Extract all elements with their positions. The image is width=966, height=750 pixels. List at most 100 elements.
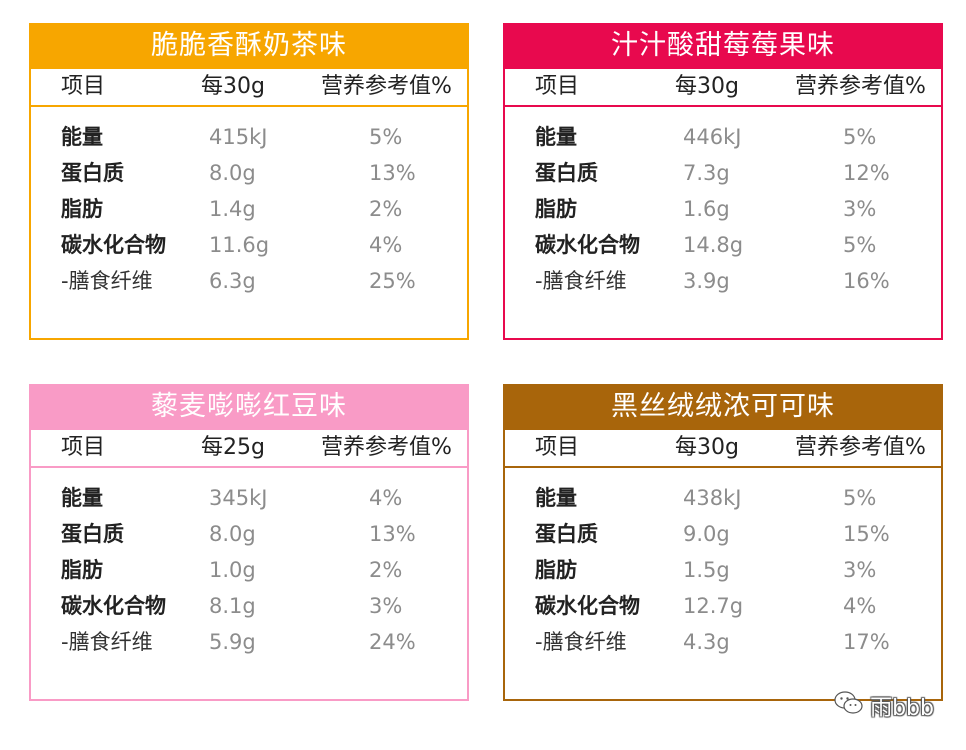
- table-row: -膳食纤维 3.9g 16%: [505, 263, 941, 299]
- nutrient-amount: 5.9g: [209, 630, 256, 654]
- nutrient-amount: 7.3g: [683, 161, 730, 185]
- header-item: 项目: [61, 74, 106, 99]
- card-body: 能量 446kJ 5% 蛋白质 7.3g 12% 脂肪 1.6g 3% 碳水化合…: [505, 119, 941, 299]
- nutrient-amount: 345kJ: [209, 486, 268, 510]
- table-row: 脂肪 1.0g 2%: [31, 552, 467, 588]
- card-body: 能量 345kJ 4% 蛋白质 8.0g 13% 脂肪 1.0g 2% 碳水化合…: [31, 480, 467, 660]
- table-row: -膳食纤维 6.3g 25%: [31, 263, 467, 299]
- nutrient-nrv: 4%: [369, 233, 403, 257]
- table-row: 碳水化合物 11.6g 4%: [31, 227, 467, 263]
- table-row: 蛋白质 8.0g 13%: [31, 516, 467, 552]
- table-row: -膳食纤维 5.9g 24%: [31, 624, 467, 660]
- nutrient-amount: 1.4g: [209, 197, 256, 221]
- table-row: 能量 438kJ 5%: [505, 480, 941, 516]
- header-serving: 每25g: [201, 435, 265, 460]
- nutrient-nrv: 13%: [369, 161, 416, 185]
- card-header: 项目 每30g 营养参考值%: [505, 430, 941, 468]
- nutrient-amount: 9.0g: [683, 522, 730, 546]
- nutrient-amount: 12.7g: [683, 594, 744, 618]
- table-row: 能量 345kJ 4%: [31, 480, 467, 516]
- nutrient-nrv: 3%: [843, 558, 877, 582]
- nutrient-name: 脂肪: [61, 558, 103, 582]
- card-body: 能量 415kJ 5% 蛋白质 8.0g 13% 脂肪 1.4g 2% 碳水化合…: [31, 119, 467, 299]
- nutrient-nrv: 17%: [843, 630, 890, 654]
- card-header: 项目 每30g 营养参考值%: [31, 69, 467, 107]
- nutrient-nrv: 2%: [369, 558, 403, 582]
- nutrient-nrv: 3%: [843, 197, 877, 221]
- table-row: 能量 415kJ 5%: [31, 119, 467, 155]
- card-title: 汁汁酸甜莓莓果味: [503, 23, 943, 69]
- nutrient-name: 碳水化合物: [61, 594, 166, 618]
- header-item: 项目: [535, 435, 580, 460]
- nutrition-card-milk-tea: 脆脆香酥奶茶味 项目 每30g 营养参考值% 能量 415kJ 5% 蛋白质 8…: [29, 23, 469, 340]
- nutrient-nrv: 15%: [843, 522, 890, 546]
- table-row: 碳水化合物 8.1g 3%: [31, 588, 467, 624]
- nutrient-nrv: 2%: [369, 197, 403, 221]
- nutrient-name: 能量: [61, 486, 103, 510]
- table-row: 蛋白质 8.0g 13%: [31, 155, 467, 191]
- nutrient-amount: 11.6g: [209, 233, 270, 257]
- header-nrv: 营养参考值%: [795, 435, 926, 460]
- header-item: 项目: [61, 435, 106, 460]
- header-serving: 每30g: [675, 435, 739, 460]
- nutrient-amount: 8.0g: [209, 161, 256, 185]
- nutrient-name: -膳食纤维: [535, 269, 627, 293]
- nutrient-nrv: 13%: [369, 522, 416, 546]
- watermark: 雨bbb: [834, 691, 934, 721]
- card-title: 脆脆香酥奶茶味: [29, 23, 469, 69]
- nutrient-nrv: 5%: [843, 486, 877, 510]
- nutrient-nrv: 4%: [843, 594, 877, 618]
- table-row: 蛋白质 7.3g 12%: [505, 155, 941, 191]
- nutrient-name: -膳食纤维: [535, 630, 627, 654]
- nutrient-amount: 14.8g: [683, 233, 744, 257]
- nutrient-name: 碳水化合物: [61, 233, 166, 257]
- nutrient-amount: 8.0g: [209, 522, 256, 546]
- nutrient-nrv: 5%: [369, 125, 403, 149]
- card-body: 能量 438kJ 5% 蛋白质 9.0g 15% 脂肪 1.5g 3% 碳水化合…: [505, 480, 941, 660]
- header-serving: 每30g: [201, 74, 265, 99]
- nutrient-amount: 1.0g: [209, 558, 256, 582]
- card-title: 藜麦嘭嘭红豆味: [29, 384, 469, 430]
- header-item: 项目: [535, 74, 580, 99]
- nutrient-amount: 8.1g: [209, 594, 256, 618]
- table-row: 脂肪 1.6g 3%: [505, 191, 941, 227]
- nutrient-amount: 438kJ: [683, 486, 742, 510]
- nutrient-amount: 4.3g: [683, 630, 730, 654]
- nutrient-name: 蛋白质: [535, 161, 598, 185]
- header-nrv: 营养参考值%: [321, 435, 452, 460]
- nutrient-nrv: 4%: [369, 486, 403, 510]
- nutrient-amount: 6.3g: [209, 269, 256, 293]
- nutrition-card-cocoa: 黑丝绒绒浓可可味 项目 每30g 营养参考值% 能量 438kJ 5% 蛋白质 …: [503, 384, 943, 701]
- nutrient-amount: 1.6g: [683, 197, 730, 221]
- watermark-text: 雨bbb: [870, 696, 934, 721]
- nutrient-nrv: 16%: [843, 269, 890, 293]
- nutrient-amount: 3.9g: [683, 269, 730, 293]
- table-row: 碳水化合物 14.8g 5%: [505, 227, 941, 263]
- nutrient-amount: 446kJ: [683, 125, 742, 149]
- nutrient-name: 能量: [535, 125, 577, 149]
- table-row: 蛋白质 9.0g 15%: [505, 516, 941, 552]
- table-row: 能量 446kJ 5%: [505, 119, 941, 155]
- nutrient-name: -膳食纤维: [61, 269, 153, 293]
- table-row: -膳食纤维 4.3g 17%: [505, 624, 941, 660]
- nutrient-nrv: 3%: [369, 594, 403, 618]
- nutrient-name: 碳水化合物: [535, 233, 640, 257]
- nutrition-card-berry: 汁汁酸甜莓莓果味 项目 每30g 营养参考值% 能量 446kJ 5% 蛋白质 …: [503, 23, 943, 340]
- nutrient-name: 蛋白质: [535, 522, 598, 546]
- table-row: 碳水化合物 12.7g 4%: [505, 588, 941, 624]
- table-row: 脂肪 1.5g 3%: [505, 552, 941, 588]
- header-nrv: 营养参考值%: [795, 74, 926, 99]
- nutrient-nrv: 25%: [369, 269, 416, 293]
- nutrient-name: 碳水化合物: [535, 594, 640, 618]
- nutrient-amount: 415kJ: [209, 125, 268, 149]
- nutrient-name: -膳食纤维: [61, 630, 153, 654]
- header-serving: 每30g: [675, 74, 739, 99]
- header-nrv: 营养参考值%: [321, 74, 452, 99]
- nutrient-name: 脂肪: [535, 197, 577, 221]
- nutrient-nrv: 5%: [843, 233, 877, 257]
- card-header: 项目 每25g 营养参考值%: [31, 430, 467, 468]
- nutrient-name: 脂肪: [61, 197, 103, 221]
- nutrition-card-red-bean: 藜麦嘭嘭红豆味 项目 每25g 营养参考值% 能量 345kJ 4% 蛋白质 8…: [29, 384, 469, 701]
- nutrient-name: 蛋白质: [61, 161, 124, 185]
- nutrient-name: 能量: [535, 486, 577, 510]
